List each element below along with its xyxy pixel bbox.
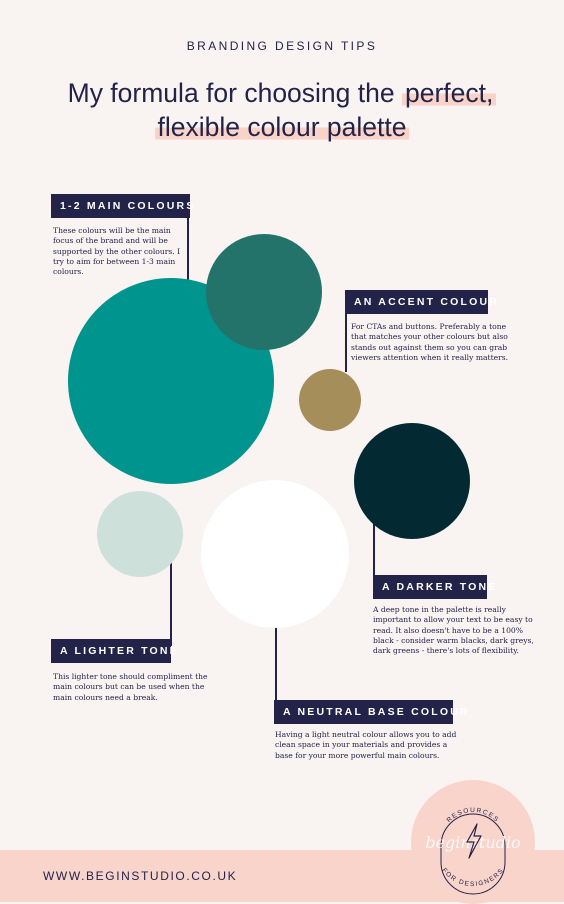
label-lighter-tone: A LIGHTER TONE	[51, 639, 177, 663]
swatch-neutral	[201, 480, 349, 628]
swatch-lighter	[97, 491, 183, 577]
page-title: My formula for choosing the perfect, fle…	[0, 76, 564, 144]
title-line-1: My formula for choosing the perfect,	[0, 76, 564, 110]
footer-website-link[interactable]: WWW.BEGINSTUDIO.CO.UK	[43, 869, 238, 883]
title-highlight-2: flexible colour palette	[154, 112, 410, 142]
label-main-colours: 1-2 MAIN COLOURS	[51, 194, 193, 218]
connector-accent	[345, 300, 347, 372]
swatch-main-secondary	[206, 234, 322, 350]
label-neutral-base: A NEUTRAL BASE COLOUR	[274, 700, 468, 724]
lightning-bolt-icon	[466, 823, 482, 859]
title-line-2: flexible colour palette	[0, 110, 564, 144]
desc-accent-colour: For CTAs and buttons. Preferably a tone …	[351, 322, 509, 362]
desc-main-colours: These colours will be the main focus of …	[53, 226, 181, 277]
title-highlight: perfect,	[401, 78, 497, 108]
connector-neutral	[275, 624, 277, 702]
badge-graphic: RESOURCES FOR DESIGNERS beginstudio	[425, 807, 521, 895]
connector-darker	[373, 518, 375, 588]
kicker-heading: BRANDING DESIGN TIPS	[186, 39, 378, 53]
desc-neutral-base: Having a light neutral colour allows you…	[275, 730, 457, 760]
studio-badge: RESOURCES FOR DESIGNERS beginstudio	[411, 780, 535, 904]
connector-main	[187, 210, 189, 280]
swatch-darker	[354, 423, 470, 539]
desc-lighter-tone: This lighter tone should compliment the …	[53, 672, 208, 702]
swatch-accent	[299, 369, 361, 431]
connector-lighter	[170, 560, 172, 646]
badge-top-text: RESOURCES	[446, 807, 501, 824]
label-accent-colour: AN ACCENT COLOUR	[345, 290, 497, 314]
title-text: My formula for choosing the	[67, 78, 402, 108]
label-darker-tone: A DARKER TONE	[373, 575, 495, 599]
desc-darker-tone: A deep tone in the palette is really imp…	[373, 605, 534, 656]
